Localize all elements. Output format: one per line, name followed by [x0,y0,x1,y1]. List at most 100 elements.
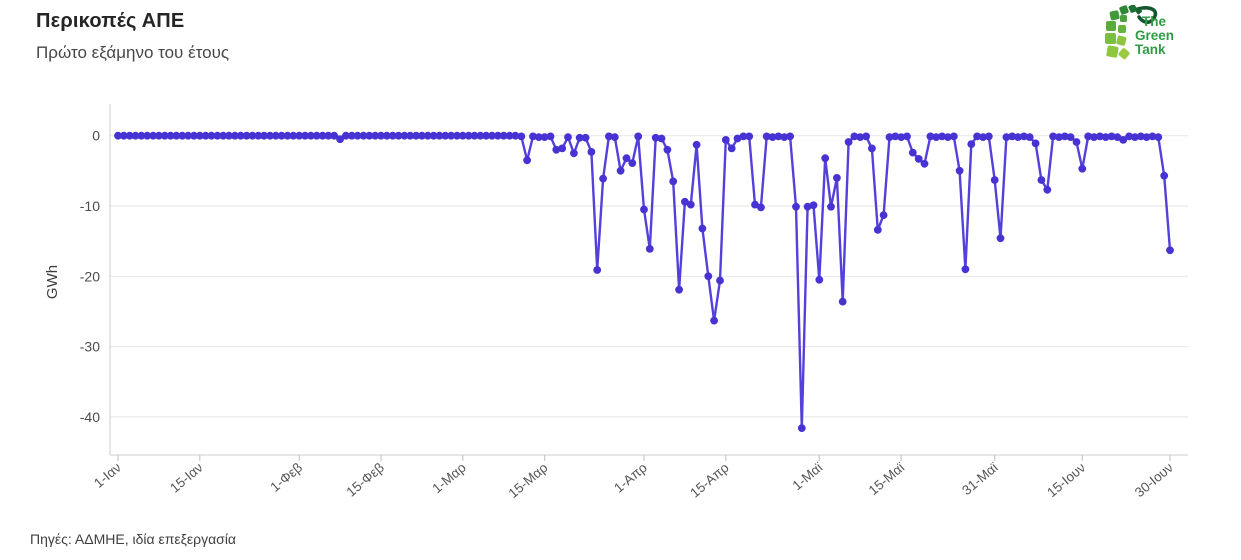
data-point[interactable] [634,132,643,141]
data-point[interactable] [160,131,169,140]
data-point[interactable] [423,131,432,140]
data-point[interactable] [838,297,847,306]
data-point[interactable] [1125,132,1133,141]
data-point[interactable] [757,203,765,212]
data-point[interactable] [821,154,830,163]
data-point[interactable] [1096,132,1104,141]
data-point[interactable] [453,131,461,140]
data-point[interactable] [271,131,280,140]
data-point[interactable] [476,131,485,140]
data-point[interactable] [1101,133,1110,142]
data-point[interactable] [1072,138,1081,146]
data-point[interactable] [517,132,526,141]
data-point[interactable] [231,131,239,140]
data-point[interactable] [716,276,724,285]
data-point[interactable] [260,131,268,140]
data-point[interactable] [1066,133,1075,142]
data-point[interactable] [815,275,824,284]
data-point[interactable] [342,131,350,140]
data-point[interactable] [850,132,859,141]
data-point[interactable] [599,174,607,183]
data-point[interactable] [1055,133,1063,142]
data-point[interactable] [645,245,654,253]
data-point[interactable] [511,131,520,140]
data-point[interactable] [336,135,344,144]
data-point[interactable] [307,131,315,140]
data-point[interactable] [622,154,631,163]
data-point[interactable] [1002,133,1011,142]
data-point[interactable] [581,133,590,142]
data-point[interactable] [447,131,455,140]
data-point[interactable] [710,316,718,325]
data-point[interactable] [295,131,304,140]
data-point[interactable] [382,131,391,140]
data-point[interactable] [1119,136,1128,144]
data-point[interactable] [371,131,380,140]
data-point[interactable] [914,155,923,163]
data-point[interactable] [1148,132,1157,141]
data-point[interactable] [610,133,619,142]
data-point[interactable] [979,133,987,142]
data-point[interactable] [891,132,900,141]
data-point[interactable] [394,131,403,140]
data-point[interactable] [570,149,578,158]
data-point[interactable] [242,131,251,140]
data-point[interactable] [587,148,596,156]
data-point[interactable] [926,132,935,141]
data-point[interactable] [575,133,584,142]
data-point[interactable] [996,234,1005,243]
data-point[interactable] [418,131,426,140]
data-point[interactable] [616,166,625,175]
data-point[interactable] [137,131,146,140]
data-point[interactable] [686,200,695,209]
data-point[interactable] [184,131,193,140]
data-point[interactable] [266,131,274,140]
data-point[interactable] [739,132,748,141]
data-point[interactable] [949,132,958,141]
data-point[interactable] [920,159,929,168]
data-point[interactable] [774,132,783,141]
data-point[interactable] [377,131,385,140]
data-point[interactable] [190,131,198,140]
data-point[interactable] [488,131,496,140]
data-point[interactable] [441,131,450,140]
data-point[interactable] [482,131,491,140]
data-point[interactable] [967,140,976,149]
data-point[interactable] [1131,133,1139,142]
data-point[interactable] [745,132,754,141]
data-point[interactable] [955,166,964,175]
data-point[interactable] [494,131,502,140]
data-point[interactable] [114,131,122,140]
data-point[interactable] [675,285,683,294]
data-point[interactable] [873,226,882,234]
data-point[interactable] [1031,139,1040,148]
data-point[interactable] [195,131,204,140]
data-point[interactable] [155,131,163,140]
data-point[interactable] [1107,132,1116,141]
data-point[interactable] [908,148,917,157]
data-point[interactable] [564,133,572,142]
data-point[interactable] [523,156,531,165]
data-point[interactable] [301,131,309,140]
data-point[interactable] [721,136,730,144]
data-point[interactable] [213,131,222,140]
data-point[interactable] [236,131,245,140]
data-point[interactable] [131,131,140,140]
data-point[interactable] [885,133,894,142]
data-point[interactable] [868,144,876,153]
data-point[interactable] [862,132,870,141]
data-point[interactable] [1166,246,1174,255]
data-point[interactable] [1014,133,1022,142]
data-point[interactable] [751,200,759,209]
data-point[interactable] [786,132,794,141]
data-point[interactable] [1154,133,1163,142]
data-point[interactable] [827,202,835,211]
data-point[interactable] [944,133,952,142]
data-point[interactable] [1025,133,1034,142]
data-point[interactable] [1037,176,1046,184]
data-point[interactable] [1049,132,1057,141]
data-point[interactable] [534,133,543,142]
data-point[interactable] [990,176,999,184]
data-point[interactable] [651,133,660,142]
data-point[interactable] [1160,171,1169,180]
